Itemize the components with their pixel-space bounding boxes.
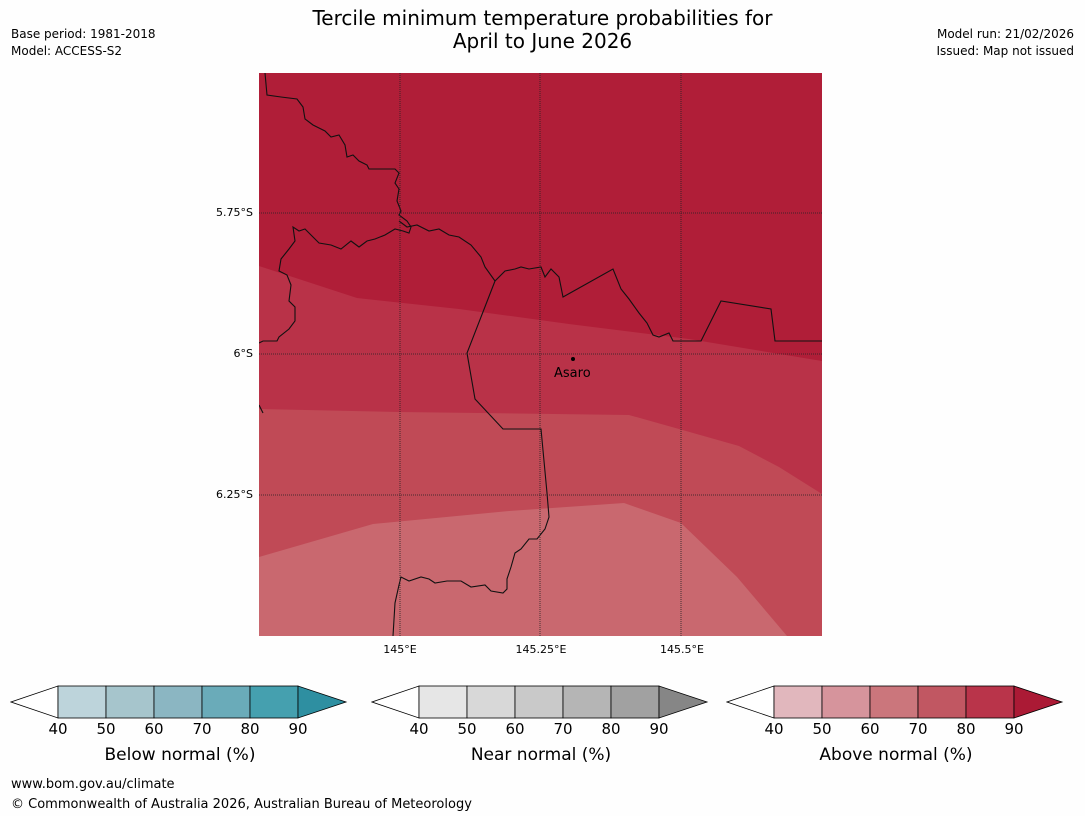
legend-tick-label: 90 — [649, 720, 669, 738]
legend-tick-label: 60 — [505, 720, 525, 738]
legend-tick-label: 60 — [860, 720, 880, 738]
legend-below-normal — [10, 685, 348, 719]
legend-tick-label: 70 — [908, 720, 928, 738]
legend-title-below: Below normal (%) — [104, 745, 256, 765]
legend-extend-high — [658, 685, 709, 719]
map-title: Tercile minimum temperature probabilitie… — [0, 7, 1085, 53]
town-label: Asaro — [554, 366, 591, 381]
legend-swatch — [249, 685, 299, 719]
legend-swatch — [610, 685, 660, 719]
legend-swatch — [514, 685, 564, 719]
model-run-label: Model run: 21/02/2026 — [936, 27, 1074, 41]
coast-fragment — [259, 404, 264, 414]
legend-extend-high — [297, 685, 348, 719]
legend-tick-label: 50 — [96, 720, 116, 738]
legend-swatch — [562, 685, 612, 719]
footer-copyright: © Commonwealth of Australia 2026, Austra… — [11, 797, 472, 812]
town-marker — [571, 357, 575, 361]
river-boundary — [259, 73, 412, 344]
probability-map: Asaro — [259, 73, 822, 636]
province-boundary — [392, 280, 550, 636]
legend-tick-label: 60 — [144, 720, 164, 738]
issued-label: Issued: Map not issued — [936, 44, 1074, 58]
lat-tick-3: 6.25°S — [216, 488, 253, 501]
legend-tick-label: 80 — [956, 720, 976, 738]
legend-swatch — [917, 685, 967, 719]
legend-tick-label: 40 — [48, 720, 68, 738]
legend-swatch — [201, 685, 251, 719]
legend-title-above: Above normal (%) — [819, 745, 973, 765]
legend-swatch — [153, 685, 203, 719]
model-label: Model: ACCESS-S2 — [11, 44, 123, 58]
legend-swatch — [466, 685, 516, 719]
legend-tick-label: 40 — [764, 720, 784, 738]
lon-tick-2: 145.25°E — [515, 643, 567, 656]
border-lines — [259, 73, 822, 636]
ridge-boundary — [398, 220, 822, 342]
legend-extend-high — [1013, 685, 1064, 719]
legend-tick-label: 40 — [409, 720, 429, 738]
legend-swatch — [965, 685, 1015, 719]
base-period-label: Base period: 1981-2018 — [11, 27, 156, 41]
legend-above-normal — [726, 685, 1064, 719]
legend-tick-label: 70 — [553, 720, 573, 738]
lat-tick-1: 5.75°S — [216, 206, 253, 219]
lat-tick-2: 6°S — [233, 347, 253, 360]
legend-extend-low — [371, 685, 420, 719]
legend-swatch — [418, 685, 468, 719]
legend-tick-label: 90 — [1004, 720, 1024, 738]
legend-swatch — [821, 685, 871, 719]
legend-swatch — [773, 685, 823, 719]
legend-title-near: Near normal (%) — [470, 745, 612, 765]
title-line-2: April to June 2026 — [452, 29, 633, 53]
legend-tick-label: 80 — [601, 720, 621, 738]
legend-extend-low — [726, 685, 775, 719]
legend-tick-label: 80 — [240, 720, 260, 738]
legend-extend-low — [10, 685, 59, 719]
legend-swatch — [105, 685, 155, 719]
zone-above-60 — [259, 503, 787, 636]
legend-swatch — [57, 685, 107, 719]
legend-tick-label: 50 — [812, 720, 832, 738]
header-right: Model run: 21/02/2026 Issued: Map not is… — [936, 26, 1074, 60]
legend-tick-label: 70 — [192, 720, 212, 738]
lon-tick-3: 145.5°E — [660, 643, 704, 656]
legend-tick-label: 50 — [457, 720, 477, 738]
lon-tick-1: 145°E — [383, 643, 417, 656]
header-left: Base period: 1981-2018 Model: ACCESS-S2 — [11, 26, 156, 60]
title-line-1: Tercile minimum temperature probabilitie… — [312, 6, 773, 30]
footer: www.bom.gov.au/climate © Commonwealth of… — [11, 775, 472, 815]
legend-swatch — [869, 685, 919, 719]
footer-url[interactable]: www.bom.gov.au/climate — [11, 777, 175, 792]
legend-near-normal — [371, 685, 709, 719]
legend-tick-label: 90 — [288, 720, 308, 738]
